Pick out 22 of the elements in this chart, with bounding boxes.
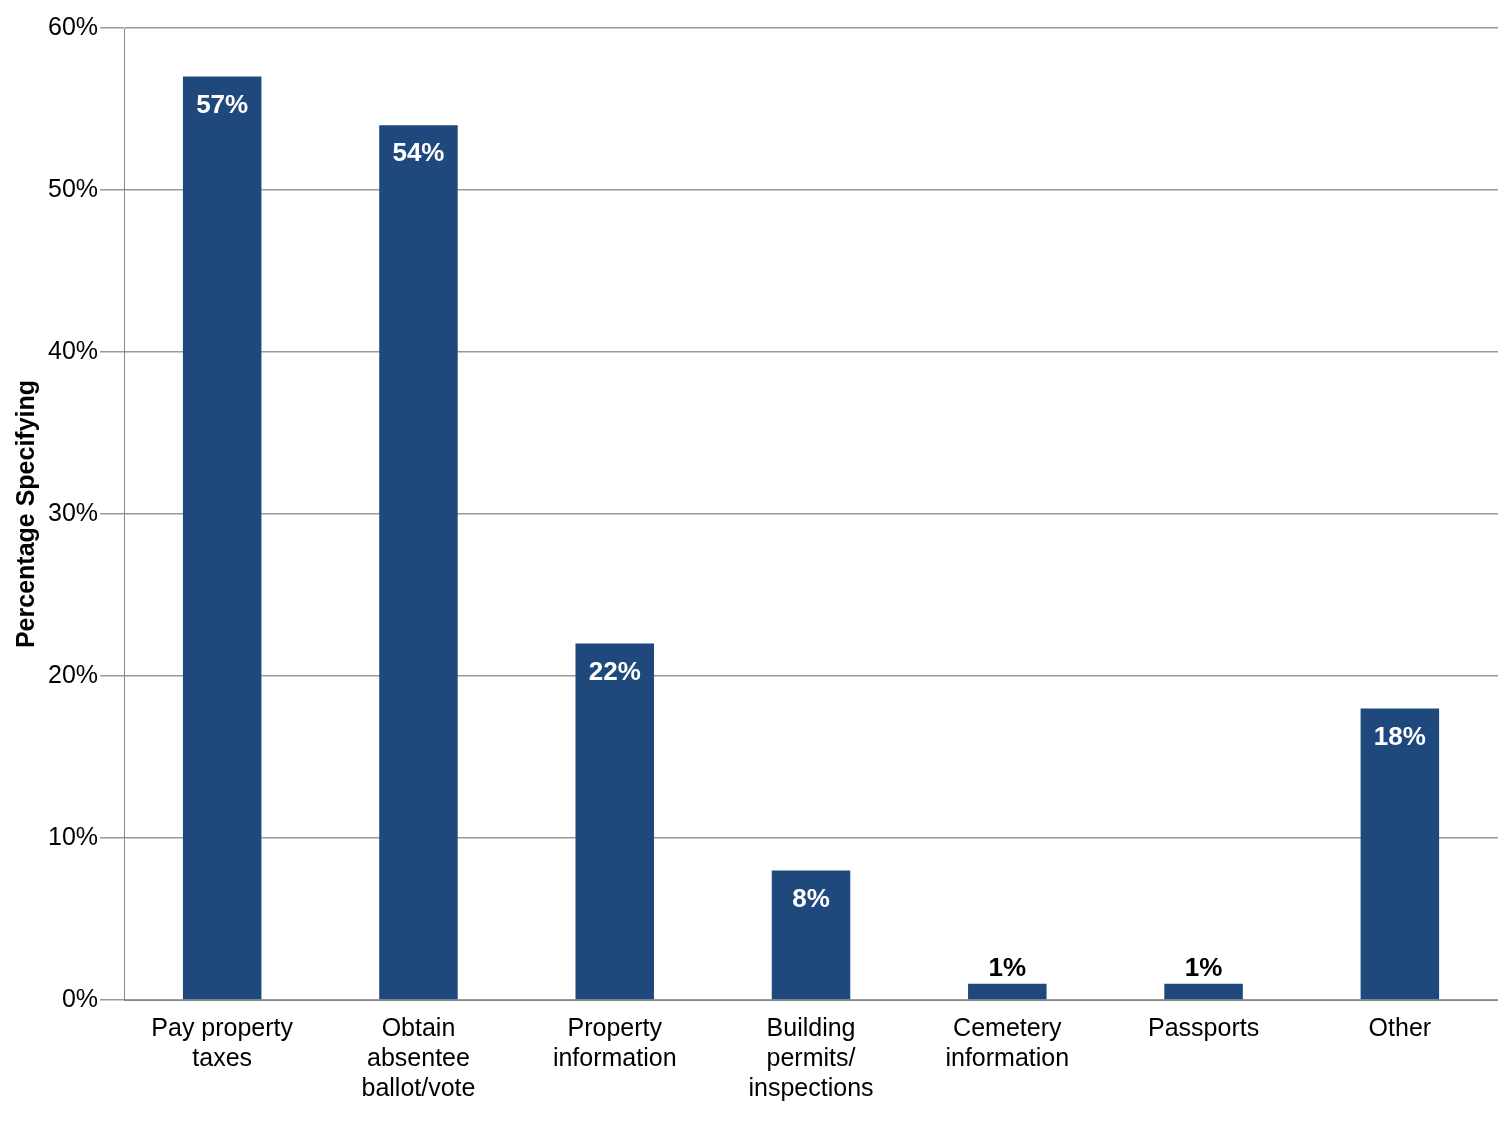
data-label: 18% bbox=[1373, 720, 1426, 751]
y-tick-label: 30% bbox=[47, 497, 99, 526]
y-tick-label: 0% bbox=[61, 983, 99, 1012]
x-tick-label: Pay property taxes bbox=[151, 1012, 294, 1071]
data-label: 57% bbox=[196, 88, 249, 119]
data-label: 1% bbox=[1184, 951, 1223, 982]
x-tick-label: Cemetery information bbox=[945, 1012, 1070, 1071]
y-axis-title: Percentage Specifying bbox=[10, 379, 39, 649]
x-tick-label: Obtain absentee ballot/vote bbox=[361, 1012, 476, 1101]
y-tick-label: 10% bbox=[47, 821, 99, 850]
data-label: 22% bbox=[588, 655, 641, 686]
data-label: 1% bbox=[988, 951, 1027, 982]
x-tick-label: Passports bbox=[1147, 1012, 1260, 1041]
y-tick-label: 60% bbox=[47, 11, 99, 40]
x-tick-label: Property information bbox=[552, 1012, 677, 1071]
x-tick-label: Building permits/ inspections bbox=[748, 1012, 874, 1101]
data-label: 54% bbox=[392, 137, 445, 168]
y-tick-label: 40% bbox=[47, 335, 99, 364]
x-tick-label: Other bbox=[1368, 1012, 1432, 1041]
y-tick-label: 20% bbox=[47, 659, 99, 688]
y-tick-label: 50% bbox=[47, 173, 99, 202]
data-label: 8% bbox=[792, 882, 830, 913]
